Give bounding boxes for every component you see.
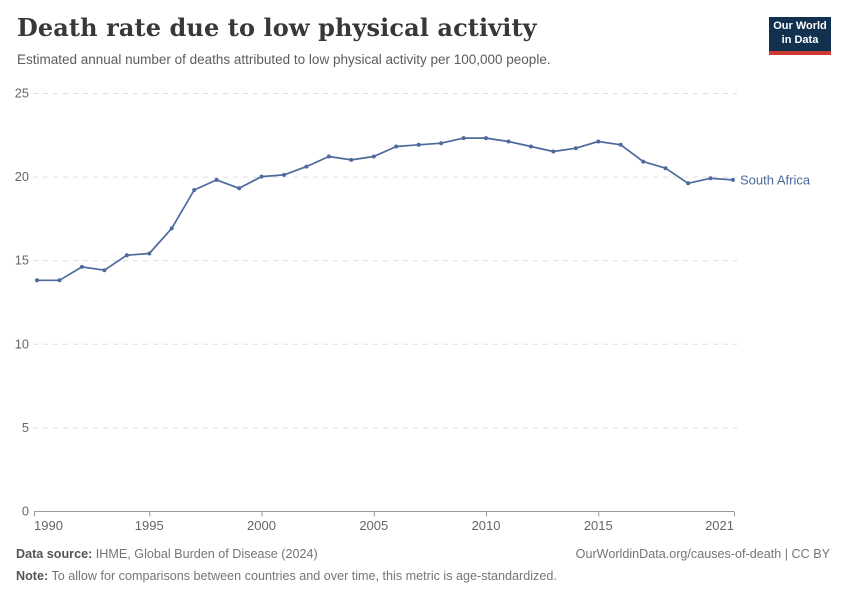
y-tick-label: 0 bbox=[22, 504, 29, 519]
data-point bbox=[326, 154, 331, 159]
chart-header: Death rate due to low physical activity … bbox=[17, 14, 755, 68]
data-point bbox=[416, 142, 421, 147]
data-source-label: Data source: bbox=[16, 547, 93, 561]
data-point bbox=[124, 253, 129, 258]
data-point bbox=[731, 177, 735, 182]
data-point bbox=[484, 136, 488, 141]
data-point bbox=[663, 166, 668, 171]
owid-logo-line1: Our World bbox=[773, 20, 827, 32]
data-point bbox=[237, 186, 242, 191]
data-point bbox=[79, 264, 84, 269]
data-point bbox=[686, 181, 691, 186]
series-line bbox=[36, 137, 734, 282]
data-point bbox=[57, 278, 62, 283]
owid-url-link[interactable]: OurWorldinData.org/causes-of-death | CC … bbox=[575, 547, 830, 561]
x-tick-label: 2010 bbox=[472, 518, 501, 533]
owid-logo: Our World in Data bbox=[769, 17, 831, 55]
data-point bbox=[573, 146, 578, 151]
data-point bbox=[304, 164, 309, 169]
data-point bbox=[169, 226, 174, 231]
footer-note: Note: To allow for comparisons between c… bbox=[16, 568, 830, 585]
data-source-value: IHME, Global Burden of Disease (2024) bbox=[92, 547, 318, 561]
x-tick-label: 2021 bbox=[705, 518, 734, 533]
y-tick-label: 25 bbox=[15, 86, 29, 101]
note-label: Note: bbox=[16, 569, 49, 583]
data-point bbox=[349, 157, 354, 162]
data-point bbox=[394, 144, 399, 149]
chart-footer: Data source: IHME, Global Burden of Dise… bbox=[16, 546, 830, 585]
owid-logo-line2: in Data bbox=[781, 33, 819, 46]
data-point bbox=[506, 139, 511, 144]
data-point bbox=[528, 144, 533, 149]
y-tick-label: 5 bbox=[22, 420, 29, 435]
x-tick-label: 2005 bbox=[359, 518, 388, 533]
series-entity-label[interactable]: South Africa bbox=[740, 172, 811, 187]
data-point bbox=[192, 188, 197, 192]
data-point bbox=[259, 174, 264, 179]
x-tick-label: 2015 bbox=[584, 518, 613, 533]
chart-subtitle: Estimated annual number of deaths attrib… bbox=[17, 51, 551, 67]
data-point bbox=[641, 159, 646, 164]
data-point bbox=[282, 172, 286, 177]
y-tick-label: 20 bbox=[15, 169, 29, 184]
y-tick-label: 15 bbox=[15, 253, 29, 268]
x-tick-label: 1990 bbox=[34, 518, 63, 533]
data-point bbox=[102, 268, 107, 273]
data-point bbox=[371, 154, 376, 159]
data-point bbox=[708, 176, 713, 181]
data-source-text: Data source: IHME, Global Burden of Dise… bbox=[16, 546, 318, 563]
data-point bbox=[214, 177, 219, 182]
data-point bbox=[461, 136, 466, 141]
note-value: To allow for comparisons between countri… bbox=[48, 569, 557, 583]
x-tick-label: 1995 bbox=[135, 518, 164, 533]
x-tick-label: 2000 bbox=[247, 518, 276, 533]
data-point bbox=[147, 251, 152, 256]
data-point bbox=[551, 149, 556, 154]
y-tick-label: 10 bbox=[15, 336, 29, 351]
footer-row-source: Data source: IHME, Global Burden of Dise… bbox=[16, 546, 830, 563]
data-point bbox=[618, 142, 623, 147]
page-title: Death rate due to low physical activity bbox=[17, 13, 537, 42]
data-point bbox=[35, 278, 39, 283]
data-point bbox=[596, 139, 601, 144]
data-point bbox=[439, 141, 444, 146]
